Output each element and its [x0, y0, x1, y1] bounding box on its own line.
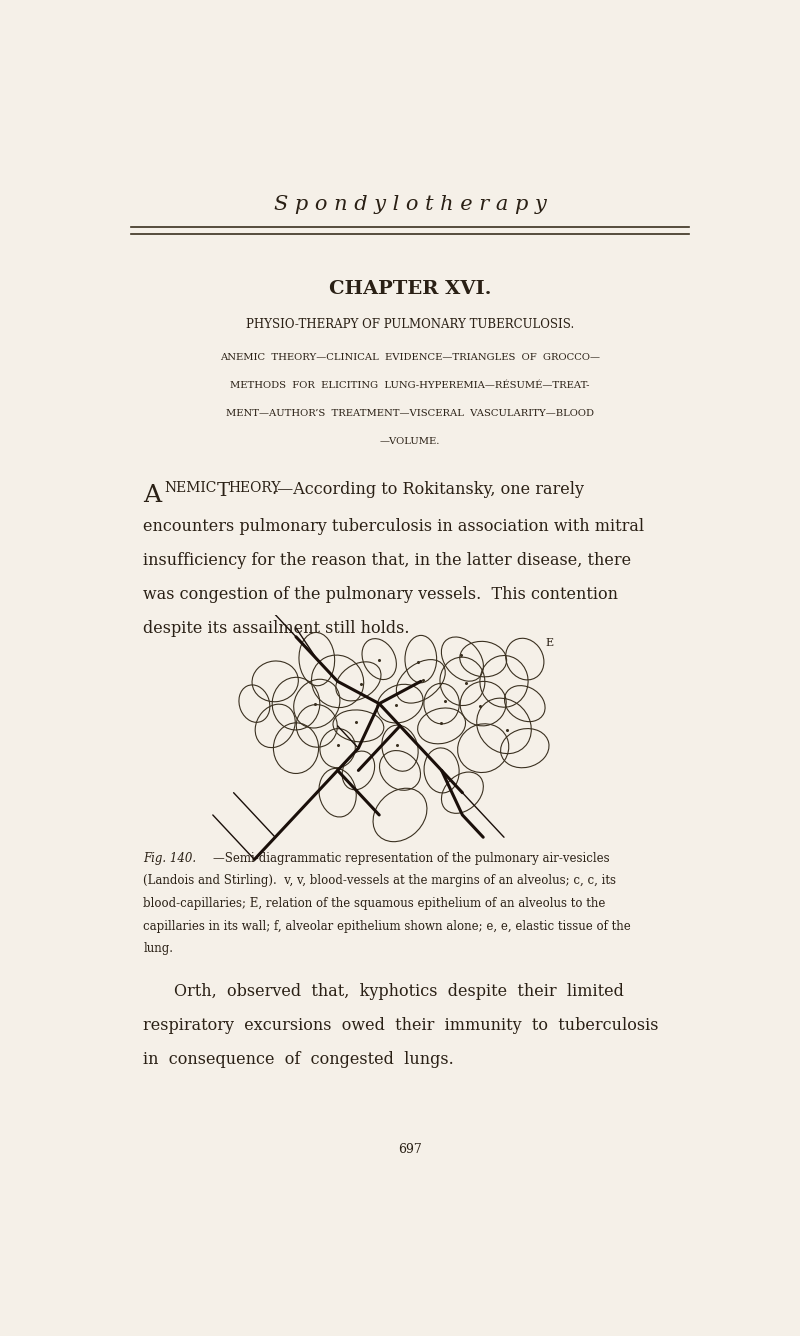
Text: lung.: lung.	[143, 942, 174, 955]
Text: METHODS  FOR  ELICITING  LUNG-HYPEREMIA—RÉSUMÉ—TREAT-: METHODS FOR ELICITING LUNG-HYPEREMIA—RÉS…	[230, 381, 590, 390]
Text: 697: 697	[398, 1144, 422, 1157]
Text: —Semi-diagrammatic representation of the pulmonary air-vesicles: —Semi-diagrammatic representation of the…	[213, 851, 610, 864]
Text: Fig. 140.: Fig. 140.	[143, 851, 197, 864]
Text: S p o n d y l o t h e r a p y: S p o n d y l o t h e r a p y	[274, 195, 546, 214]
Text: insufficiency for the reason that, in the latter disease, there: insufficiency for the reason that, in th…	[143, 552, 631, 569]
Text: HEORY: HEORY	[228, 481, 281, 496]
Text: MENT—AUTHOR’S  TREATMENT—VISCERAL  VASCULARITY—BLOOD: MENT—AUTHOR’S TREATMENT—VISCERAL VASCULA…	[226, 409, 594, 418]
Text: respiratory  excursions  owed  their  immunity  to  tuberculosis: respiratory excursions owed their immuni…	[143, 1017, 659, 1034]
Text: PHYSIO-THERAPY OF PULMONARY TUBERCULOSIS.: PHYSIO-THERAPY OF PULMONARY TUBERCULOSIS…	[246, 318, 574, 331]
Text: NEMIC: NEMIC	[164, 481, 216, 496]
Text: was congestion of the pulmonary vessels.  This contention: was congestion of the pulmonary vessels.…	[143, 587, 618, 604]
Text: Orth,  observed  that,  kyphotics  despite  their  limited: Orth, observed that, kyphotics despite t…	[174, 983, 624, 1001]
Text: ANEMIC  THEORY—CLINICAL  EVIDENCE—TRIANGLES  OF  GROCCO—: ANEMIC THEORY—CLINICAL EVIDENCE—TRIANGLE…	[220, 353, 600, 362]
Text: CHAPTER XVI.: CHAPTER XVI.	[329, 281, 491, 298]
Text: —VOLUME.: —VOLUME.	[380, 437, 440, 446]
Text: (Landois and Stirling).  v, v, blood-vessels at the margins of an alveolus; c, c: (Landois and Stirling). v, v, blood-vess…	[143, 874, 616, 887]
Text: in  consequence  of  congested  lungs.: in consequence of congested lungs.	[143, 1051, 454, 1069]
Text: encounters pulmonary tuberculosis in association with mitral: encounters pulmonary tuberculosis in ass…	[143, 518, 645, 536]
Text: E: E	[546, 637, 554, 648]
Text: despite its assailment still holds.: despite its assailment still holds.	[143, 620, 410, 637]
Text: A: A	[143, 485, 162, 508]
Text: T: T	[217, 482, 230, 500]
Text: capillaries in its wall; f, alveolar epithelium shown alone; e, e, elastic tissu: capillaries in its wall; f, alveolar epi…	[143, 919, 631, 933]
Text: .—According to Rokitansky, one rarely: .—According to Rokitansky, one rarely	[272, 481, 584, 498]
Text: blood-capillaries; E, relation of the squamous epithelium of an alveolus to the: blood-capillaries; E, relation of the sq…	[143, 896, 606, 910]
